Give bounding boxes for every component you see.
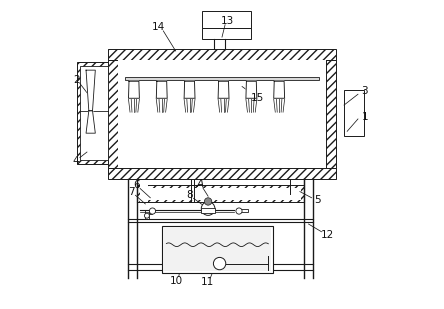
Bar bbox=[125, 77, 319, 80]
Polygon shape bbox=[128, 81, 139, 98]
Circle shape bbox=[201, 202, 215, 215]
Polygon shape bbox=[274, 81, 285, 98]
Text: 4: 4 bbox=[73, 156, 79, 166]
Bar bbox=[140, 188, 301, 200]
Circle shape bbox=[149, 208, 155, 214]
Text: 10: 10 bbox=[170, 276, 183, 286]
Polygon shape bbox=[156, 81, 167, 98]
Bar bbox=[80, 66, 108, 160]
Polygon shape bbox=[184, 81, 195, 98]
Circle shape bbox=[144, 213, 149, 218]
Text: 2: 2 bbox=[73, 75, 80, 85]
Bar bbox=[108, 168, 337, 179]
Polygon shape bbox=[246, 81, 257, 98]
Text: 11: 11 bbox=[201, 277, 214, 287]
Polygon shape bbox=[86, 111, 95, 133]
Bar bbox=[108, 60, 119, 168]
Bar bbox=[164, 228, 270, 271]
Text: 3: 3 bbox=[361, 86, 368, 96]
Bar bbox=[145, 210, 149, 219]
Text: 7: 7 bbox=[128, 187, 135, 197]
Circle shape bbox=[214, 257, 226, 270]
Text: 14: 14 bbox=[152, 22, 165, 32]
Circle shape bbox=[204, 198, 212, 205]
Bar bbox=[162, 226, 273, 273]
Bar bbox=[140, 185, 148, 202]
Circle shape bbox=[236, 208, 242, 214]
Bar bbox=[149, 211, 152, 214]
Text: 15: 15 bbox=[251, 93, 264, 103]
Text: 1: 1 bbox=[361, 112, 368, 122]
Text: 13: 13 bbox=[221, 16, 234, 26]
Bar bbox=[202, 28, 251, 39]
Bar bbox=[202, 11, 251, 28]
Text: A: A bbox=[197, 179, 204, 189]
Text: 8: 8 bbox=[186, 190, 193, 200]
Bar bbox=[77, 62, 108, 164]
Bar bbox=[325, 60, 336, 168]
Polygon shape bbox=[86, 70, 95, 111]
Text: 12: 12 bbox=[321, 230, 334, 240]
Bar bbox=[119, 60, 325, 168]
Text: 6: 6 bbox=[133, 180, 139, 190]
Text: 5: 5 bbox=[314, 195, 321, 205]
Polygon shape bbox=[218, 81, 229, 98]
Bar bbox=[344, 90, 364, 136]
Bar bbox=[137, 185, 304, 202]
Bar bbox=[241, 209, 248, 212]
Bar bbox=[108, 49, 337, 60]
Bar bbox=[201, 208, 215, 213]
